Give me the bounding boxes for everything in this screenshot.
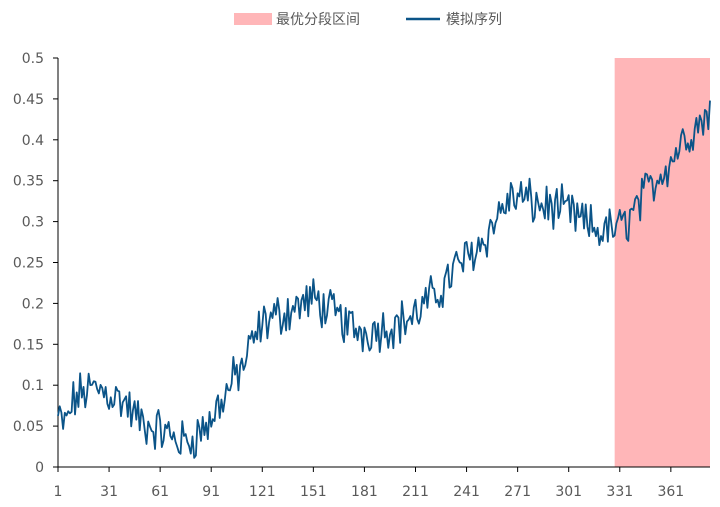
y-tick-label: 0 [35, 460, 44, 476]
x-tick-label: 31 [100, 484, 118, 500]
x-tick-label: 241 [453, 484, 480, 500]
y-tick-label: 0.45 [13, 92, 44, 108]
y-tick-label: 0.15 [13, 337, 44, 353]
legend-label-highlight: 最优分段区间 [276, 12, 360, 28]
legend-label-series: 模拟序列 [446, 12, 502, 28]
y-tick-label: 0.5 [22, 51, 44, 67]
series-line-模拟序列 [57, 100, 711, 459]
x-tick-label: 61 [151, 484, 169, 500]
x-tick-label: 331 [606, 484, 633, 500]
x-tick-label: 211 [402, 484, 429, 500]
x-tick-label: 1 [54, 484, 63, 500]
x-tick-label: 301 [555, 484, 582, 500]
x-tick-label: 151 [300, 484, 327, 500]
x-tick-label: 91 [202, 484, 220, 500]
legend-swatch-highlight [234, 13, 272, 25]
y-tick-label: 0.25 [13, 256, 44, 272]
y-tick-label: 0.35 [13, 174, 44, 190]
highlight-band [614, 58, 710, 467]
x-tick-label: 271 [504, 484, 531, 500]
legend: 最优分段区间 模拟序列 [234, 12, 502, 28]
y-tick-label: 0.4 [22, 133, 44, 149]
x-tick-label: 181 [351, 484, 378, 500]
y-tick-label: 0.2 [22, 296, 44, 312]
y-tick-label: 0.3 [22, 215, 44, 231]
y-tick-label: 0.1 [22, 378, 44, 394]
x-tick-label: 361 [657, 484, 684, 500]
y-tick-label: 0.05 [13, 419, 44, 435]
x-tick-label: 121 [249, 484, 276, 500]
